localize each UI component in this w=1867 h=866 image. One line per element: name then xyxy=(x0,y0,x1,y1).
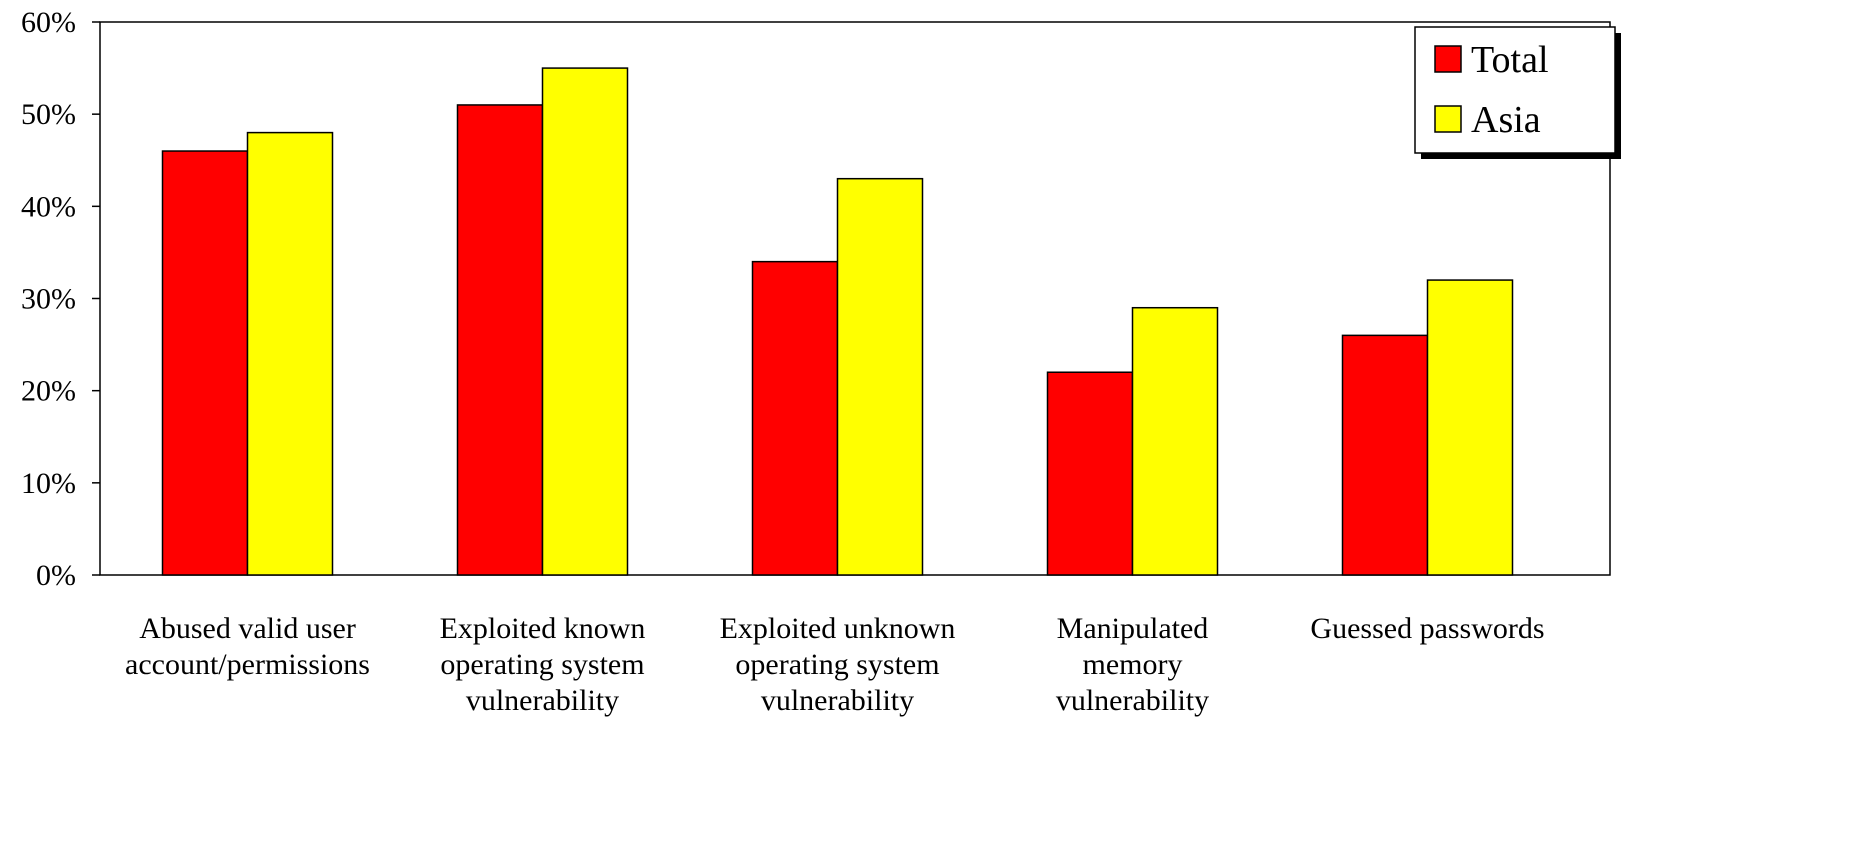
x-tick-label: Guessed passwords xyxy=(1310,612,1544,645)
x-tick-label: Abused valid user account/permissions xyxy=(125,612,370,681)
bar xyxy=(751,260,839,576)
bar xyxy=(1426,279,1514,576)
bar xyxy=(1341,334,1429,576)
y-tick-label: 10% xyxy=(21,467,76,500)
bar xyxy=(456,104,544,576)
bar xyxy=(541,67,629,576)
bar xyxy=(246,131,334,576)
y-tick-label: 60% xyxy=(21,6,76,39)
legend-swatch xyxy=(1434,105,1462,133)
y-tick-label: 0% xyxy=(36,559,76,592)
y-tick-label: 40% xyxy=(21,190,76,223)
x-tick-label: Exploited unknown operating system vulnera… xyxy=(720,612,956,717)
y-tick-label: 50% xyxy=(21,98,76,131)
legend-label: Asia xyxy=(1471,99,1541,141)
y-tick-label: 30% xyxy=(21,283,76,316)
bar xyxy=(1131,306,1219,576)
legend-swatch xyxy=(1434,45,1462,73)
x-tick-label: Exploited known operating system vulnerabi… xyxy=(440,612,646,717)
x-tick-label: Manipulated memory vulnerability xyxy=(1056,612,1209,717)
bar xyxy=(1046,371,1134,576)
bar xyxy=(836,177,924,576)
bar xyxy=(161,150,249,576)
legend-label: Total xyxy=(1471,39,1549,81)
y-tick-label: 20% xyxy=(21,375,76,408)
